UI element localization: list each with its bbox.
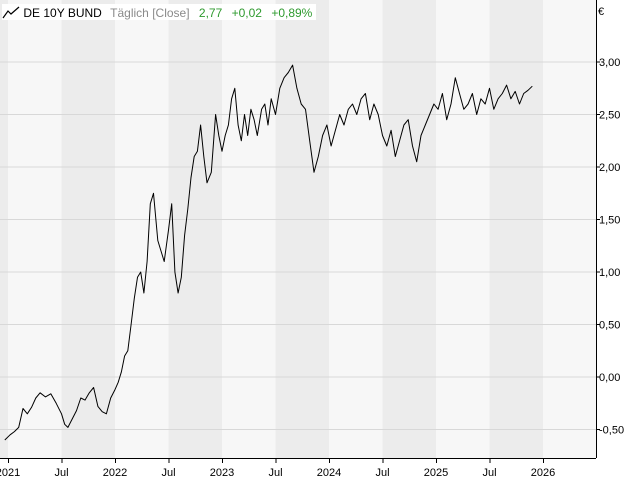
y-tick-label: 1,00 <box>599 267 620 279</box>
instrument-name: DE 10Y BUND <box>23 5 102 20</box>
y-tick-label: 2,00 <box>599 162 620 174</box>
last-value: 2,77 <box>198 5 223 20</box>
x-tick-label: 2022 <box>103 467 127 479</box>
x-tick-label: Jul <box>268 467 282 479</box>
half-year-band <box>382 0 436 458</box>
y-tick-label: 0,50 <box>599 320 620 332</box>
chart-axes <box>0 0 597 459</box>
line-chart-icon <box>2 6 20 19</box>
y-axis-tick-labels: 3,00 2,50 2,00 1,50 1,00 0,50 0,00 -0,50 <box>599 57 624 437</box>
half-year-band <box>275 0 329 458</box>
half-year-band <box>61 0 115 458</box>
x-tick-label: 2023 <box>210 467 234 479</box>
change-value: +0,02 <box>231 5 262 20</box>
x-tick-label: Jul <box>482 467 496 479</box>
half-year-band <box>0 0 8 458</box>
y-tick-label: 1,50 <box>599 215 620 227</box>
y-axis-unit-label: € <box>598 6 604 18</box>
plot-background-bands <box>0 0 543 458</box>
half-year-band <box>489 0 543 458</box>
x-tick-label: 2026 <box>531 467 555 479</box>
chart-legend: DE 10Y BUND Täglich [Close] 2,77 +0,02 +… <box>2 4 317 20</box>
x-tick-label: Jul <box>161 467 175 479</box>
x-tick-label: Jul <box>375 467 389 479</box>
y-tick-label: 0,00 <box>599 372 620 384</box>
x-axis-tick-labels: 2021 Jul 2022 Jul 2023 Jul 2024 Jul 2025 Jul 2026 <box>0 467 555 479</box>
series-line <box>4 64 533 441</box>
half-year-band <box>168 0 222 458</box>
x-tick-label: 2021 <box>0 467 20 479</box>
x-tick-label: 2025 <box>424 467 448 479</box>
frequency-label: Täglich [Close] <box>110 5 190 20</box>
horizontal-gridlines <box>0 61 596 430</box>
y-tick-label: 3,00 <box>599 57 620 69</box>
x-tick-label: Jul <box>54 467 68 479</box>
y-tick-label: 2,50 <box>599 110 620 122</box>
y-tick-label: -0,50 <box>599 425 624 437</box>
x-tick-label: 2024 <box>317 467 341 479</box>
tick-marks <box>8 61 600 463</box>
change-percent: +0,89% <box>271 5 313 20</box>
